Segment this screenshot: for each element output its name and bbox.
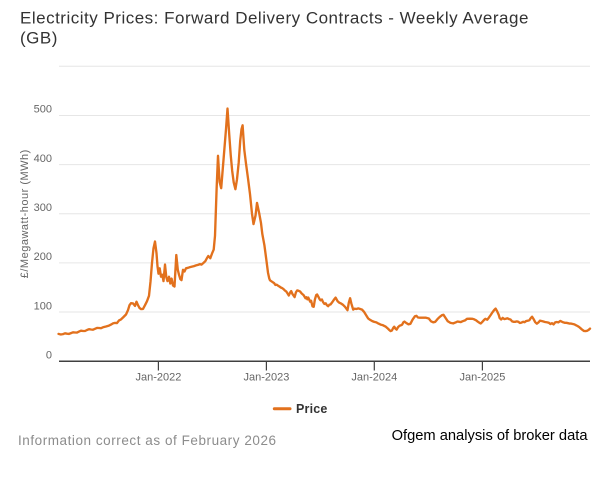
svg-text:Ofgem analysis of broker data: Ofgem analysis of broker data — [392, 428, 589, 444]
svg-text:500: 500 — [34, 104, 52, 116]
svg-text:Information correct as of Febr: Information correct as of February 2026 — [18, 433, 277, 448]
svg-text:Jan-2025: Jan-2025 — [459, 372, 505, 384]
svg-text:300: 300 — [34, 202, 52, 214]
svg-text:Jan-2023: Jan-2023 — [243, 372, 289, 384]
svg-text:Price: Price — [296, 402, 328, 416]
svg-text:£/Megawatt-hour (MWh): £/Megawatt-hour (MWh) — [19, 149, 31, 278]
svg-text:100: 100 — [34, 300, 52, 312]
svg-text:Electricity Prices: Forward De: Electricity Prices: Forward Delivery Con… — [20, 8, 529, 27]
svg-text:400: 400 — [34, 153, 52, 165]
svg-text:(GB): (GB) — [20, 29, 58, 48]
svg-text:200: 200 — [34, 251, 52, 263]
svg-text:0: 0 — [46, 350, 52, 362]
svg-text:Jan-2022: Jan-2022 — [135, 372, 181, 384]
svg-text:Jan-2024: Jan-2024 — [351, 372, 397, 384]
